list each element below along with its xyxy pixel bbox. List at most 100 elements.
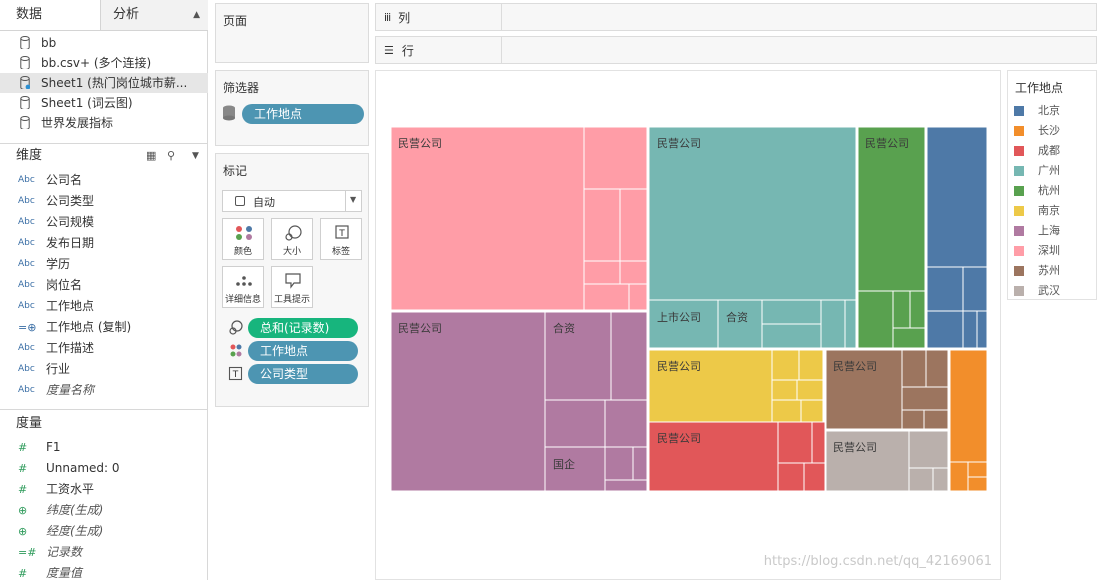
field-item[interactable]: Abc 公司名 <box>0 170 208 191</box>
tile-guangzhou-private[interactable] <box>648 126 857 301</box>
treemap-tile[interactable] <box>583 260 621 285</box>
mark-card-size[interactable]: 大小 <box>271 218 313 260</box>
treemap-tile[interactable] <box>761 323 822 349</box>
tile-suzhou-private[interactable] <box>825 349 903 430</box>
treemap-tile[interactable] <box>811 421 826 464</box>
pages-shelf[interactable]: 页面 <box>215 3 369 63</box>
field-item[interactable]: Abc 工作描述 <box>0 338 208 359</box>
treemap-tile[interactable] <box>771 399 802 423</box>
treemap-tile[interactable] <box>544 399 606 448</box>
treemap-tile[interactable] <box>803 462 826 492</box>
treemap-tile[interactable] <box>604 446 634 481</box>
field-item[interactable]: Abc 度量名称 <box>0 380 208 401</box>
legend-item[interactable]: 北京 <box>1014 101 1094 121</box>
treemap-tile[interactable] <box>857 290 894 349</box>
treemap-tile[interactable] <box>583 188 621 262</box>
tile-shanghai-jv[interactable] <box>544 311 612 401</box>
legend-item[interactable]: 成都 <box>1014 141 1094 161</box>
legend-item[interactable]: 广州 <box>1014 161 1094 181</box>
legend-item[interactable]: 南京 <box>1014 201 1094 221</box>
treemap-tile[interactable] <box>901 409 925 430</box>
field-item[interactable]: Abc 公司规模 <box>0 212 208 233</box>
treemap-tile[interactable] <box>901 349 927 388</box>
treemap-tile[interactable] <box>962 266 988 312</box>
legend-item[interactable]: 杭州 <box>1014 181 1094 201</box>
treemap-tile[interactable] <box>771 349 800 381</box>
legend-item[interactable]: 长沙 <box>1014 121 1094 141</box>
treemap-tile[interactable] <box>619 188 648 262</box>
treemap-tile[interactable] <box>800 399 824 423</box>
marks-pill[interactable]: 总和(记录数) <box>248 318 358 338</box>
field-item[interactable]: Abc 学历 <box>0 254 208 275</box>
treemap-tile[interactable] <box>820 299 846 349</box>
treemap-tile[interactable] <box>761 299 822 325</box>
tile-hangzhou-private[interactable] <box>857 126 926 292</box>
treemap-tile[interactable] <box>798 349 824 381</box>
mark-type-select[interactable]: 自动 ▼ <box>222 190 362 212</box>
rows-shelf[interactable]: ☰ 行 <box>375 36 1097 64</box>
treemap-tile[interactable] <box>926 266 964 312</box>
list-view-icon[interactable]: ▦ <box>146 149 157 162</box>
field-item[interactable]: # F1 <box>0 437 208 458</box>
treemap-tile[interactable] <box>771 379 798 401</box>
field-item[interactable]: Abc 公司类型 <box>0 191 208 212</box>
tile-nanjing-private[interactable] <box>648 349 773 423</box>
treemap-tile[interactable] <box>923 409 949 430</box>
treemap-tile[interactable] <box>908 430 949 469</box>
marks-pill[interactable]: 工作地点 <box>248 341 358 361</box>
chevron-down-icon[interactable]: ▼ <box>350 195 357 204</box>
treemap-tile[interactable] <box>901 386 949 411</box>
treemap-tile[interactable] <box>967 461 988 478</box>
treemap-tile[interactable] <box>777 462 805 492</box>
tab-data[interactable]: 数据 <box>0 0 100 30</box>
treemap-tile[interactable] <box>628 283 648 311</box>
filters-shelf[interactable]: 筛选器 工作地点 <box>215 70 369 146</box>
field-item[interactable]: =⊕ 工作地点 (复制) <box>0 317 208 338</box>
chevron-down-icon[interactable]: ▼ <box>192 151 199 161</box>
marks-pill[interactable]: 公司类型 <box>248 364 358 384</box>
field-item[interactable]: Abc 岗位名 <box>0 275 208 296</box>
field-item[interactable]: # 度量值 <box>0 563 208 584</box>
tile-wuhan-private[interactable] <box>825 430 910 492</box>
datasource-item[interactable]: bb.csv+ (多个连接) <box>0 53 208 73</box>
field-item[interactable]: ⊕ 纬度(生成) <box>0 500 208 521</box>
field-item[interactable]: ⊕ 经度(生成) <box>0 521 208 542</box>
legend-item[interactable]: 苏州 <box>1014 261 1094 281</box>
treemap-tile[interactable] <box>583 126 648 190</box>
treemap-tile[interactable] <box>976 310 988 349</box>
treemap-tile[interactable] <box>796 379 824 401</box>
filter-pill-location[interactable]: 工作地点 <box>242 104 364 124</box>
field-item[interactable]: =# 记录数 <box>0 542 208 563</box>
treemap-tile[interactable] <box>619 260 648 285</box>
mark-card-label[interactable]: T 标签 <box>320 218 362 260</box>
treemap-tile[interactable] <box>892 327 926 349</box>
field-item[interactable]: Abc 行业 <box>0 359 208 380</box>
legend-item[interactable]: 武汉 <box>1014 281 1094 301</box>
field-item[interactable]: # Unnamed: 0 <box>0 458 208 479</box>
legend-item[interactable]: 深圳 <box>1014 241 1094 261</box>
color-legend[interactable]: 工作地点 北京 长沙 成都 广州 杭州 南京 上海 深圳 苏州 武汉 <box>1007 70 1097 300</box>
mark-card-tooltip[interactable]: 工具提示 <box>271 266 313 308</box>
datasource-item[interactable]: 世界发展指标 <box>0 113 208 133</box>
field-item[interactable]: # 工资水平 <box>0 479 208 500</box>
tab-analysis[interactable]: 分析 ▲ <box>100 0 208 30</box>
legend-item[interactable]: 上海 <box>1014 221 1094 241</box>
treemap-tile[interactable] <box>962 310 978 349</box>
field-item[interactable]: Abc 发布日期 <box>0 233 208 254</box>
tile-shanghai-private[interactable] <box>390 311 546 492</box>
mark-card-color[interactable]: 颜色 <box>222 218 264 260</box>
treemap-tile[interactable] <box>844 299 857 349</box>
search-icon[interactable]: ⚲ <box>167 149 176 162</box>
tile-chengdu-private[interactable] <box>648 421 779 492</box>
columns-shelf[interactable]: iii 列 <box>375 3 1097 31</box>
treemap-tile[interactable] <box>908 467 934 492</box>
tile-shenzhen-private[interactable] <box>390 126 585 311</box>
treemap-tile[interactable] <box>604 479 648 492</box>
treemap-tile[interactable] <box>967 476 988 492</box>
treemap-tile[interactable] <box>892 290 911 329</box>
treemap-tile[interactable] <box>583 283 630 311</box>
mark-card-detail[interactable]: 详细信息 <box>222 266 264 308</box>
treemap-tile[interactable] <box>610 311 648 401</box>
treemap-tile[interactable] <box>777 421 813 464</box>
